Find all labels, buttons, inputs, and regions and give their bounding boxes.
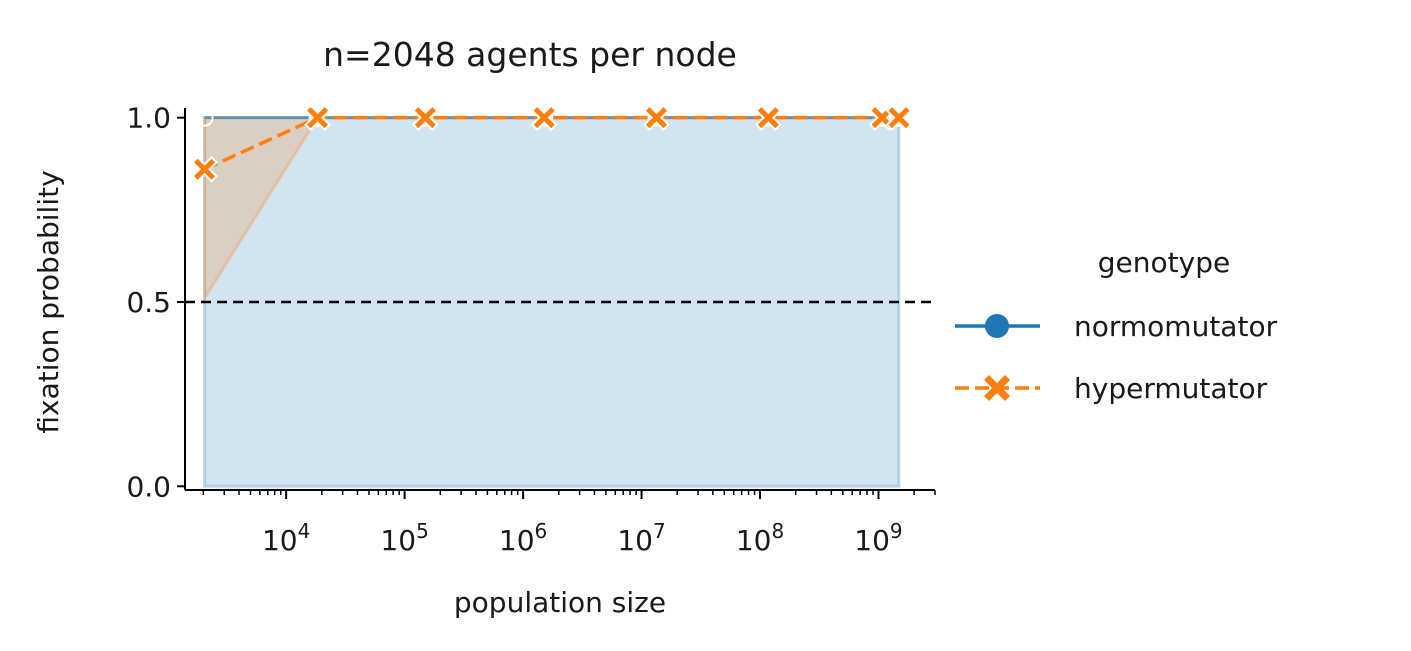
data-point-normomutator: [195, 108, 214, 127]
x-tick-label: 106: [499, 519, 547, 557]
data-point-mark: [645, 107, 668, 129]
legend: genotype normomutator hypermutator: [955, 246, 1278, 405]
legend-title: genotype: [1098, 246, 1230, 279]
data-point-mark: [194, 158, 216, 180]
x-tick-label: 104: [262, 519, 310, 557]
data-point-hypermutator: [304, 104, 331, 132]
data-point-hypermutator: [643, 104, 670, 132]
x-tick-label: 109: [854, 519, 902, 557]
y-tick-label: 0.5: [126, 286, 171, 319]
y-tick-label: 0.0: [126, 470, 171, 503]
data-point-hypermutator: [868, 104, 896, 132]
axes: 0.0 0.5 1.0 104 105 106 107 108 109: [126, 102, 936, 557]
data-point-hypermutator: [411, 104, 439, 132]
data-point-mark: [888, 107, 910, 129]
y-axis-label: fixation probability: [32, 170, 65, 433]
data-point-hypermutator: [755, 104, 782, 132]
legend-label-hypermutator: hypermutator: [1074, 372, 1268, 405]
data-point-mark: [414, 107, 436, 129]
x-tick-label: 105: [380, 519, 428, 557]
y-tick-label: 1.0: [126, 102, 171, 135]
legend-marker-hypermutator: [984, 375, 1010, 401]
data-point-mark: [757, 107, 779, 129]
x-axis-label: population size: [454, 586, 666, 619]
legend-marker-normomutator: [985, 314, 1009, 338]
x-tick-label: 107: [617, 519, 665, 557]
series-line-hypermutator: [203, 115, 899, 171]
x-tick-label: 108: [736, 519, 784, 557]
data-point-mark: [307, 107, 329, 129]
chart-title: n=2048 agents per node: [323, 35, 737, 74]
data-point-mark: [533, 107, 555, 129]
plot-area: [185, 104, 935, 488]
data-point-hypermutator: [885, 104, 913, 132]
data-point-mark: [871, 107, 893, 129]
data-point-normomutator: [889, 108, 908, 127]
legend-label-normomutator: normomutator: [1074, 310, 1278, 343]
data-point-hypermutator: [191, 155, 218, 183]
data-point-hypermutator: [530, 104, 558, 132]
